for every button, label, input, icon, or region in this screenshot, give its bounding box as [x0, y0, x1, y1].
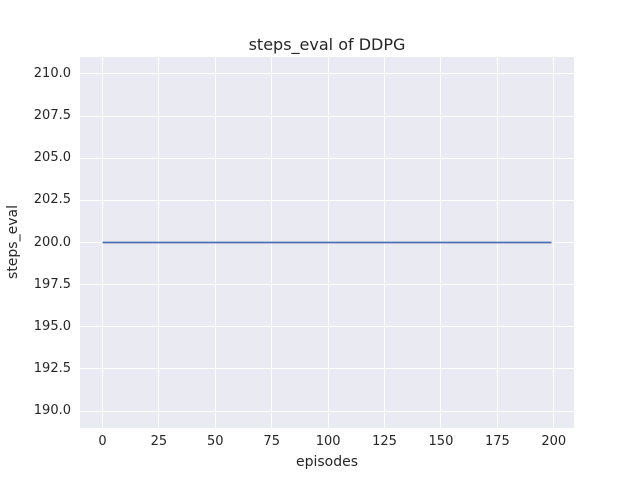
- y-tick-label: 210.0: [33, 65, 71, 81]
- x-tick-label: 200: [541, 434, 567, 449]
- x-tick-label: 25: [150, 434, 168, 449]
- line-chart-canvas: [102, 241, 552, 244]
- y-tick-label: 202.5: [33, 192, 71, 208]
- y-tick-label: 207.5: [33, 108, 71, 124]
- y-gridline: [80, 115, 574, 117]
- y-gridline: [80, 326, 574, 328]
- x-tick-label: 125: [372, 434, 397, 449]
- y-gridline: [80, 284, 574, 286]
- y-gridline: [80, 157, 574, 159]
- x-tick-label: 100: [315, 434, 341, 449]
- chart-title: steps_eval of DDPG: [248, 35, 406, 54]
- x-tick-label: 75: [263, 434, 280, 449]
- y-tick-label: 205.0: [33, 150, 71, 166]
- x-tick-label: 50: [207, 434, 224, 449]
- y-axis-label: steps_eval: [5, 205, 21, 279]
- x-tick-label: 175: [484, 434, 510, 449]
- y-tick-label: 197.5: [33, 276, 71, 292]
- x-tick-label: 150: [428, 434, 454, 449]
- y-tick-label: 200.0: [33, 234, 71, 250]
- y-gridline: [80, 73, 574, 75]
- x-axis-label: episodes: [295, 454, 359, 470]
- y-tick-label: 192.5: [33, 360, 71, 376]
- y-gridline: [80, 368, 574, 370]
- y-gridline: [80, 199, 574, 201]
- y-tick-label: 195.0: [33, 318, 71, 334]
- plot-area: [80, 57, 574, 428]
- y-tick-label: 190.0: [33, 403, 71, 419]
- x-tick-label: 0: [98, 434, 107, 449]
- y-gridline: [80, 410, 574, 412]
